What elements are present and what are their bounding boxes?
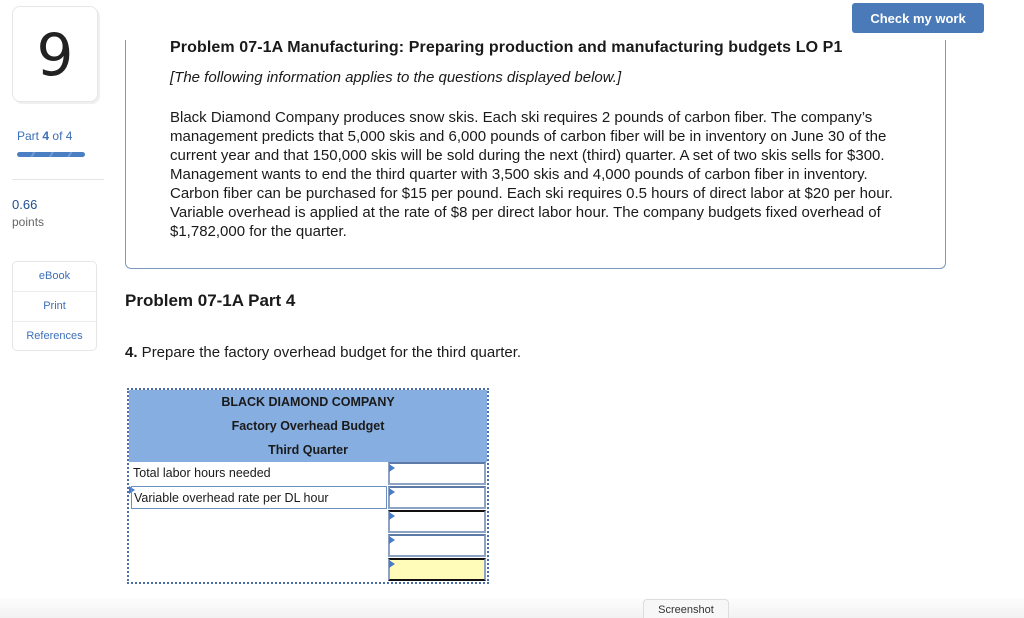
row-label-variable-overhead-rate[interactable]: Variable overhead rate per DL hour	[131, 486, 387, 509]
screenshot-button[interactable]: Screenshot	[643, 599, 729, 618]
question-number-label: 4.	[125, 344, 138, 361]
print-link[interactable]: Print	[13, 292, 96, 322]
problem-statement-box	[125, 40, 946, 269]
question-prompt: 4. Prepare the factory overhead budget f…	[125, 344, 521, 361]
tools-panel: eBook Print References	[12, 261, 97, 351]
part-indicator: Part 4 of 4	[17, 129, 72, 143]
input-total-labor-hours[interactable]	[388, 462, 486, 485]
input-row-3[interactable]	[388, 510, 486, 533]
budget-header: BLACK DIAMOND COMPANY Factory Overhead B…	[129, 390, 487, 462]
input-total-overhead[interactable]	[388, 558, 486, 581]
budget-title: Factory Overhead Budget	[231, 419, 385, 433]
input-variable-overhead-rate[interactable]	[388, 486, 486, 509]
part-prefix: Part	[17, 129, 40, 143]
check-my-work-button[interactable]: Check my work	[852, 3, 984, 33]
references-link[interactable]: References	[26, 330, 83, 342]
problem-body: Black Diamond Company produces snow skis…	[170, 109, 893, 240]
points-value: 0.66	[12, 197, 38, 212]
bottom-bar	[0, 598, 1024, 618]
part-heading: Problem 07-1A Part 4	[125, 291, 296, 310]
problem-title: Problem 07-1A Manufacturing: Preparing p…	[170, 39, 843, 56]
part-progress-bar	[17, 152, 85, 157]
company-name: BLACK DIAMOND COMPANY	[221, 395, 395, 409]
row-dropdown-marker-icon	[129, 486, 135, 494]
budget-period: Third Quarter	[268, 443, 348, 457]
input-row-4[interactable]	[388, 534, 486, 557]
row-label-total-labor-hours: Total labor hours needed	[133, 466, 271, 480]
question-text: Prepare the factory overhead budget for …	[137, 344, 522, 361]
points-label: points	[12, 215, 45, 229]
ebook-link[interactable]: eBook	[13, 262, 96, 292]
problem-note: [The following information applies to th…	[170, 69, 622, 86]
part-current: 4	[42, 129, 50, 143]
factory-overhead-budget-table: BLACK DIAMOND COMPANY Factory Overhead B…	[127, 388, 489, 584]
sidebar-divider	[12, 179, 104, 180]
part-of: of 4	[52, 129, 73, 143]
question-number-card: 9	[12, 6, 98, 102]
question-number: 9	[36, 21, 74, 89]
